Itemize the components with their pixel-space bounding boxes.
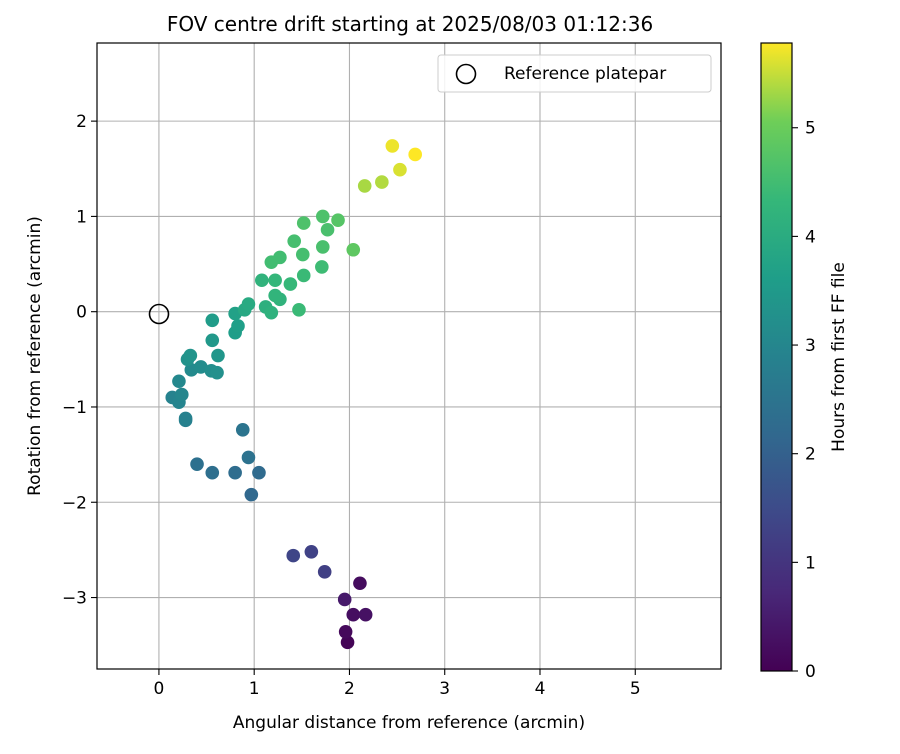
data-point — [241, 297, 256, 311]
legend-label: Reference platepar — [504, 64, 666, 84]
data-point — [205, 313, 220, 328]
colorbar: 0 1 2 3 4 5 Hours from first FF file — [760, 42, 849, 682]
data-point — [190, 457, 204, 471]
colorbar-frame — [760, 42, 793, 672]
colorbar-ticks: 0 1 2 3 4 5 — [792, 119, 816, 682]
y-tick-label: 1 — [76, 207, 87, 227]
data-point — [295, 247, 310, 262]
data-point — [358, 607, 373, 622]
data-point — [178, 411, 193, 426]
colorbar-tick-label: 2 — [805, 445, 816, 465]
data-point — [315, 209, 330, 224]
data-point — [228, 465, 242, 480]
y-axis-label: Rotation from reference (arcmin) — [25, 216, 45, 496]
colorbar-tick-label: 5 — [805, 119, 816, 139]
legend: Reference platepar — [437, 54, 712, 93]
data-point — [268, 288, 282, 303]
x-tick-label: 4 — [535, 679, 546, 699]
data-point — [315, 260, 329, 274]
data-point — [255, 273, 269, 288]
data-point — [268, 273, 282, 288]
data-point — [172, 374, 186, 389]
data-point — [296, 268, 311, 283]
data-point — [183, 348, 198, 363]
data-point — [296, 216, 311, 230]
data-point — [231, 319, 245, 333]
data-point — [235, 423, 250, 437]
x-tick-label: 0 — [154, 679, 165, 699]
colorbar-label: Hours from first FF file — [829, 262, 849, 452]
scatter-points — [165, 139, 422, 650]
data-point — [375, 175, 389, 189]
data-point — [346, 242, 361, 257]
data-point — [210, 365, 224, 380]
data-point — [385, 139, 400, 153]
reference-platepar-marker — [148, 303, 170, 325]
plot-frame — [96, 42, 722, 670]
data-point — [252, 465, 266, 480]
data-point — [211, 348, 225, 363]
y-tick-label: −2 — [62, 493, 87, 513]
x-tick-label: 2 — [344, 679, 355, 699]
x-tick-label: 5 — [630, 679, 641, 699]
data-point — [317, 565, 332, 579]
data-point — [331, 213, 345, 228]
data-point — [338, 625, 353, 639]
data-point — [408, 147, 422, 162]
y-tick-label: −3 — [62, 589, 87, 609]
data-point — [353, 576, 367, 591]
colorbar-tick-label: 0 — [805, 662, 816, 682]
y-tick-label: 2 — [76, 112, 87, 132]
data-point — [337, 592, 352, 607]
colorbar-tick-label: 1 — [805, 553, 816, 573]
legend-marker — [455, 63, 477, 85]
data-point — [244, 487, 259, 502]
data-point — [286, 548, 301, 563]
data-point — [320, 222, 335, 237]
colorbar-tick-label: 3 — [805, 336, 816, 356]
data-point — [287, 234, 302, 248]
x-tick-label: 3 — [439, 679, 450, 699]
data-point — [174, 387, 189, 402]
data-point — [273, 250, 287, 265]
data-point — [315, 240, 330, 254]
data-point — [292, 302, 306, 317]
data-point — [340, 635, 355, 650]
grid-lines — [97, 43, 721, 669]
data-point — [205, 465, 220, 480]
x-axis-label: Angular distance from reference (arcmin) — [233, 713, 585, 733]
data-point — [283, 277, 298, 291]
data-point — [241, 450, 256, 465]
colorbar-tick-label: 4 — [805, 227, 816, 247]
y-tick-label: 0 — [76, 303, 87, 323]
y-axis-ticks: −3 −2 −1 0 1 2 — [62, 112, 97, 609]
data-point — [393, 162, 407, 177]
x-axis-ticks: 0 1 2 3 4 5 — [154, 669, 641, 699]
data-point — [357, 179, 372, 193]
data-point — [264, 305, 279, 320]
chart-title: FOV centre drift starting at 2025/08/03 … — [167, 12, 653, 36]
x-tick-label: 1 — [249, 679, 260, 699]
data-point — [194, 360, 208, 374]
data-point — [304, 545, 319, 559]
data-point — [205, 333, 220, 348]
y-tick-label: −1 — [62, 398, 87, 418]
colorbar-gradient — [761, 43, 792, 671]
legend-box — [437, 54, 712, 93]
data-point — [346, 607, 361, 622]
